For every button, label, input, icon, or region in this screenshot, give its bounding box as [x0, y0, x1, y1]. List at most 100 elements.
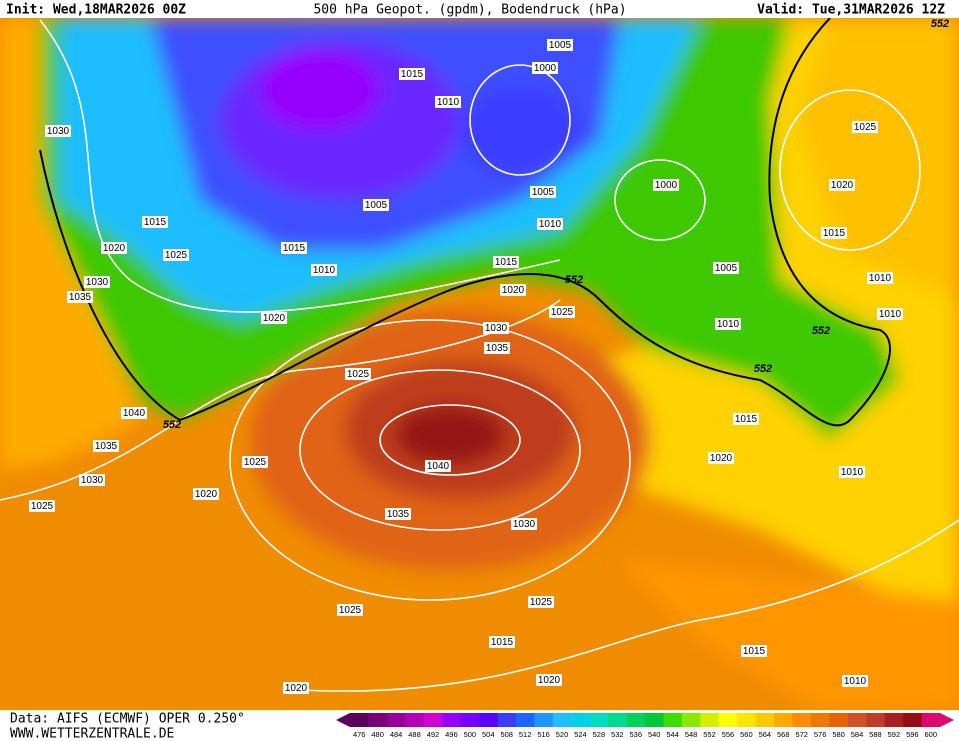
isobar-label-box [142, 216, 168, 228]
isobar-label-box [385, 508, 411, 520]
colorbar-label: 540 [648, 730, 661, 739]
colorbar-swatch [515, 713, 535, 727]
colorbar-swatch [479, 713, 498, 727]
isobar-label-box [829, 179, 855, 191]
isobar-label-box [242, 456, 268, 468]
isobars [0, 19, 959, 692]
isobar-label: 1020 [502, 285, 525, 296]
colorbar-label: 536 [630, 730, 643, 739]
isobar [299, 369, 581, 531]
isobar-label: 1020 [285, 683, 308, 694]
isobar-label: 1025 [165, 250, 188, 261]
isobar-label-box [121, 407, 147, 419]
contour-label: 552 [163, 419, 181, 431]
isobar-label-box [79, 474, 105, 486]
isobar-label: 1010 [869, 273, 892, 284]
colorbar-label: 580 [832, 730, 845, 739]
contour-label: 552 [754, 363, 772, 375]
field-low [460, 85, 580, 175]
colorbar-swatch [571, 713, 590, 727]
isobar-label-box [29, 500, 55, 512]
isobar-label-box [399, 68, 425, 80]
isobar [39, 19, 561, 313]
colorbar-swatch [497, 713, 517, 727]
isobar-label: 1035 [69, 292, 92, 303]
colorbar-swatch [792, 713, 812, 727]
colorbar-swatch [810, 713, 830, 727]
colorbar-label: 516 [537, 730, 550, 739]
colorbar-swatch [368, 713, 388, 727]
isobar-label-box [530, 186, 556, 198]
isobar-label: 1020 [831, 180, 854, 191]
colorbar-swatch [700, 713, 720, 727]
isobar-label: 1010 [717, 319, 740, 330]
isobar-label: 1005 [715, 263, 738, 274]
isobar-label: 1010 [539, 219, 562, 230]
isobar-label: 1015 [144, 217, 167, 228]
isobar-label-box [67, 291, 93, 303]
colorbar-label: 596 [906, 730, 919, 739]
isobar-label-box [653, 179, 679, 191]
isobar-label: 1025 [347, 369, 370, 380]
colorbar-swatch [589, 713, 609, 727]
isobar-label: 1015 [401, 69, 424, 80]
colorbar-swatch [903, 713, 922, 727]
contour-label: 552 [931, 18, 949, 30]
colorbar-label: 492 [427, 730, 440, 739]
field-violet [260, 50, 380, 130]
colorbar-label: 480 [371, 730, 384, 739]
colorbar-label: 488 [408, 730, 421, 739]
colorbar-swatch [681, 713, 701, 727]
field-west [0, 18, 140, 470]
isobar-label: 1025 [551, 307, 574, 318]
colorbar-label: 584 [851, 730, 864, 739]
isobar-label-box [528, 596, 554, 608]
isobar-label: 1035 [95, 441, 118, 452]
colorbar-label: 496 [445, 730, 458, 739]
isobar-label-box [45, 125, 71, 137]
colorbar: 476 480 484 488 492 496 500 504 508 512 516 520 524 5… [336, 713, 954, 739]
isobar-label: 1000 [534, 63, 557, 74]
isobar [299, 519, 959, 692]
colorbar-swatch [884, 713, 904, 727]
colorbar-swatch [774, 713, 793, 727]
isobar-label: 1030 [86, 277, 109, 288]
isobar-label-box [708, 452, 734, 464]
isobar-label-box [345, 368, 371, 380]
isobar-label: 1040 [123, 408, 146, 419]
isobar-label: 1010 [844, 676, 867, 687]
isobar-label-box [281, 242, 307, 254]
isobar-label-box [733, 413, 759, 425]
colorbar-label: 520 [556, 730, 569, 739]
isobar-label-box [821, 227, 847, 239]
isobar-label: 1020 [263, 313, 286, 324]
isobar-label-box [532, 62, 558, 74]
colorbar-swatch [442, 713, 461, 727]
isobar [379, 404, 521, 476]
isobar-label: 1000 [655, 180, 678, 191]
high-core [395, 405, 505, 465]
isobar-label-box [877, 308, 903, 320]
colorbar-swatch [737, 713, 756, 727]
contour-label: 552 [565, 274, 583, 286]
map-title: 500 hPa Geopot. (gpdm), Bodendruck (hPa) [313, 3, 626, 18]
colorbar-swatch [866, 713, 885, 727]
colorbar-swatch [386, 713, 406, 727]
label-layer: 1005 1000 1015 1010 1030 1025 1020 1000 1005 1005… [29, 18, 949, 694]
colorbar-swatch [552, 713, 572, 727]
isobar-label-box [852, 121, 878, 133]
colorbar-swatch [921, 713, 941, 727]
colorbar-swatch [847, 713, 867, 727]
colorbar-label: 544 [666, 730, 679, 739]
isobar [229, 319, 631, 601]
isobar-label-box [163, 249, 189, 261]
isobar-label-box [537, 218, 563, 230]
isobar-label: 1030 [485, 323, 508, 334]
isobar-label-box [547, 39, 573, 51]
valid-time: Valid: Tue,31MAR2026 12Z [757, 3, 945, 18]
colorbar-swatch [423, 713, 443, 727]
isobar-label-box [489, 636, 515, 648]
isobar-label: 1015 [735, 414, 758, 425]
colorbar-label: 564 [759, 730, 772, 739]
